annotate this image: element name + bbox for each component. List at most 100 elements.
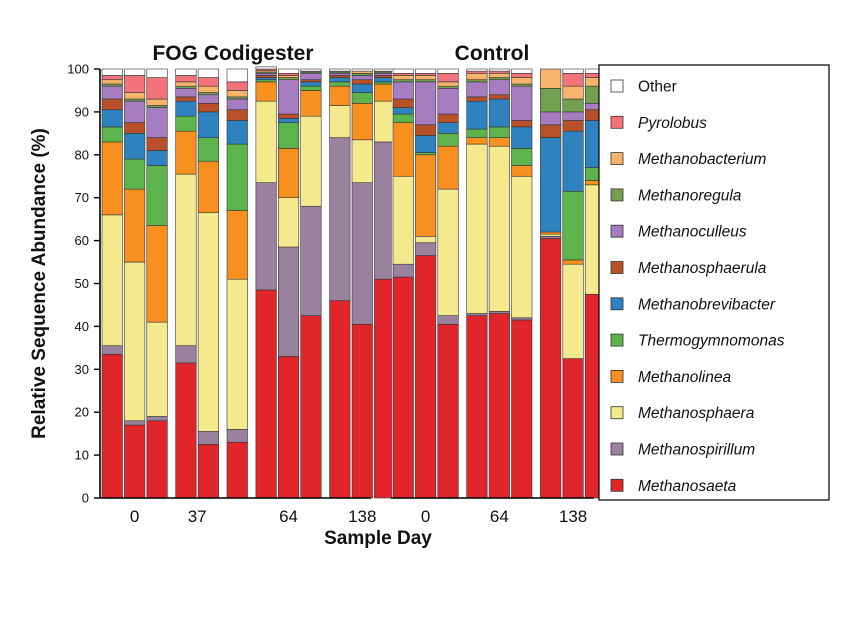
bar-segment-methanosphaera (511, 175, 533, 319)
bar-segment-methanosaeta (300, 315, 322, 499)
x-tick-label: 0 (421, 507, 430, 526)
bar-segment-methanosphaerula (540, 124, 562, 138)
bar-segment-methanospirillum (511, 317, 533, 321)
bar-segment-methanoregula (277, 77, 300, 81)
bar-segment-other (175, 68, 197, 76)
bar-segment-methanolinea (392, 122, 414, 177)
bar-segment-methanobrevibacter (466, 100, 488, 130)
legend-label: Other (638, 79, 677, 96)
bar-stack (488, 68, 510, 499)
legend-swatch (610, 152, 624, 166)
legend-item-methanoregula: Methanoregula (610, 187, 742, 204)
bar-segment-methanosphaera (226, 278, 248, 430)
legend-label: Methanobacterium (638, 151, 766, 168)
bar-segment-methanosphaera (197, 212, 219, 432)
bar-segment-methanospirillum (300, 205, 322, 316)
y-tick-label: 10 (75, 448, 89, 463)
bar-segment-methanoregula (488, 77, 510, 81)
bar-segment-methanobrevibacter (511, 126, 533, 149)
y-tick-label: 20 (75, 405, 89, 420)
bar-segment-methanosphaerula (466, 96, 488, 102)
bar-stack (300, 68, 322, 499)
bar-segment-methanosaeta (562, 358, 584, 499)
bar-segment-methanospirillum (101, 345, 123, 355)
x-axis-label: Sample Day (324, 528, 432, 549)
bar-segment-methanoculleus (277, 79, 300, 115)
x-tick-label: 64 (279, 507, 298, 526)
bar-segment-methanobrevibacter (255, 77, 277, 81)
bar-segment-methanobrevibacter (540, 137, 562, 233)
bar-stack (255, 66, 277, 499)
bar-segment-pyrolobus (511, 72, 533, 78)
bar-segment-methanoculleus (562, 111, 584, 121)
bar-segment-methanolinea (226, 210, 248, 280)
bar-segment-methanolinea (415, 154, 437, 237)
bar-segment-methanoregula (351, 72, 373, 76)
bar-segment-methanolinea (329, 85, 351, 106)
bar-segment-methanolinea (562, 259, 584, 265)
bar-segment-methanosaeta (437, 323, 459, 499)
x-tick-label: 138 (348, 507, 376, 526)
bar-segment-methanoculleus (197, 94, 219, 104)
bar-segment-methanolinea (540, 231, 562, 235)
bar-segment-other (374, 68, 396, 72)
legend: Other Pyrolobus Methanobacterium Methanoreg… (598, 64, 830, 501)
bar-segment-methanoregula (197, 92, 219, 96)
bar-segment-methanosphaera (255, 100, 277, 183)
bar-segment-methanobacterium (488, 72, 510, 78)
bar-segment-methanobacterium (540, 68, 562, 89)
legend-swatch (610, 224, 624, 238)
bar-segment-methanospirillum (392, 263, 414, 278)
bar-segment-methanoculleus (374, 72, 396, 76)
bar-segment-methanospirillum (374, 141, 396, 280)
bar-segment-methanosaeta (146, 420, 168, 499)
bar-segment-methanolinea (488, 137, 510, 147)
legend-item-thermogymnomonas: Thermogymnomonas (610, 333, 785, 350)
y-axis-label: Relative Sequence Abundance (%) (29, 128, 50, 439)
bar-segment-methanolinea (374, 83, 396, 102)
bar-segment-methanobacterium (277, 75, 300, 78)
bar-segment-pyrolobus (277, 72, 300, 76)
bar-segment-methanobacterium (415, 75, 437, 81)
bar-stack (226, 68, 248, 499)
y-tick-label: 80 (75, 147, 89, 162)
bar-segment-pyrolobus (197, 77, 219, 87)
y-tick-label: 100 (67, 62, 89, 77)
bar-stack (277, 68, 300, 499)
bar-stack (511, 68, 533, 499)
bar-segment-methanosaeta (392, 276, 414, 499)
panel-title: FOG Codigester (152, 42, 313, 65)
bar-segment-methanobrevibacter (562, 130, 584, 192)
legend-item-methanosphaerula: Methanosphaerula (610, 260, 767, 277)
bar-stack (175, 68, 197, 499)
bar-segment-other (511, 68, 533, 74)
x-tick-label: 0 (130, 507, 139, 526)
bar-segment-thermogymnomonas (488, 126, 510, 138)
bar-stack (374, 68, 396, 499)
bar-segment-methanospirillum (329, 137, 351, 301)
bar-segment-pyrolobus (101, 75, 123, 81)
bar-segment-methanolinea (300, 90, 322, 117)
legend-swatch (610, 369, 624, 383)
bar-segment-thermogymnomonas (101, 126, 123, 143)
bar-segment-methanosphaera (466, 143, 488, 314)
bar-segment-methanolinea (351, 103, 373, 141)
bar-segment-methanosphaera (540, 233, 562, 237)
bar-segment-methanobacterium (197, 85, 219, 93)
bar-segment-methanosphaerula (226, 109, 248, 121)
bar-segment-methanospirillum (146, 416, 168, 422)
bar-segment-methanoculleus (146, 107, 168, 138)
bar-segment-other (488, 68, 510, 72)
bar-segment-methanosphaera (351, 139, 373, 183)
bar-segment-methanobrevibacter (101, 109, 123, 128)
legend-swatch (610, 297, 624, 311)
bar-segment-other (392, 68, 414, 74)
bar-segment-methanoregula (392, 79, 414, 83)
bar-segment-thermogymnomonas (300, 85, 322, 91)
bar-stack (437, 68, 459, 499)
y-tick-label: 30 (75, 362, 89, 377)
bar-segment-methanoregula (124, 98, 146, 102)
bar-segment-methanosphaera (488, 145, 510, 312)
bar-segment-methanospirillum (488, 311, 510, 314)
